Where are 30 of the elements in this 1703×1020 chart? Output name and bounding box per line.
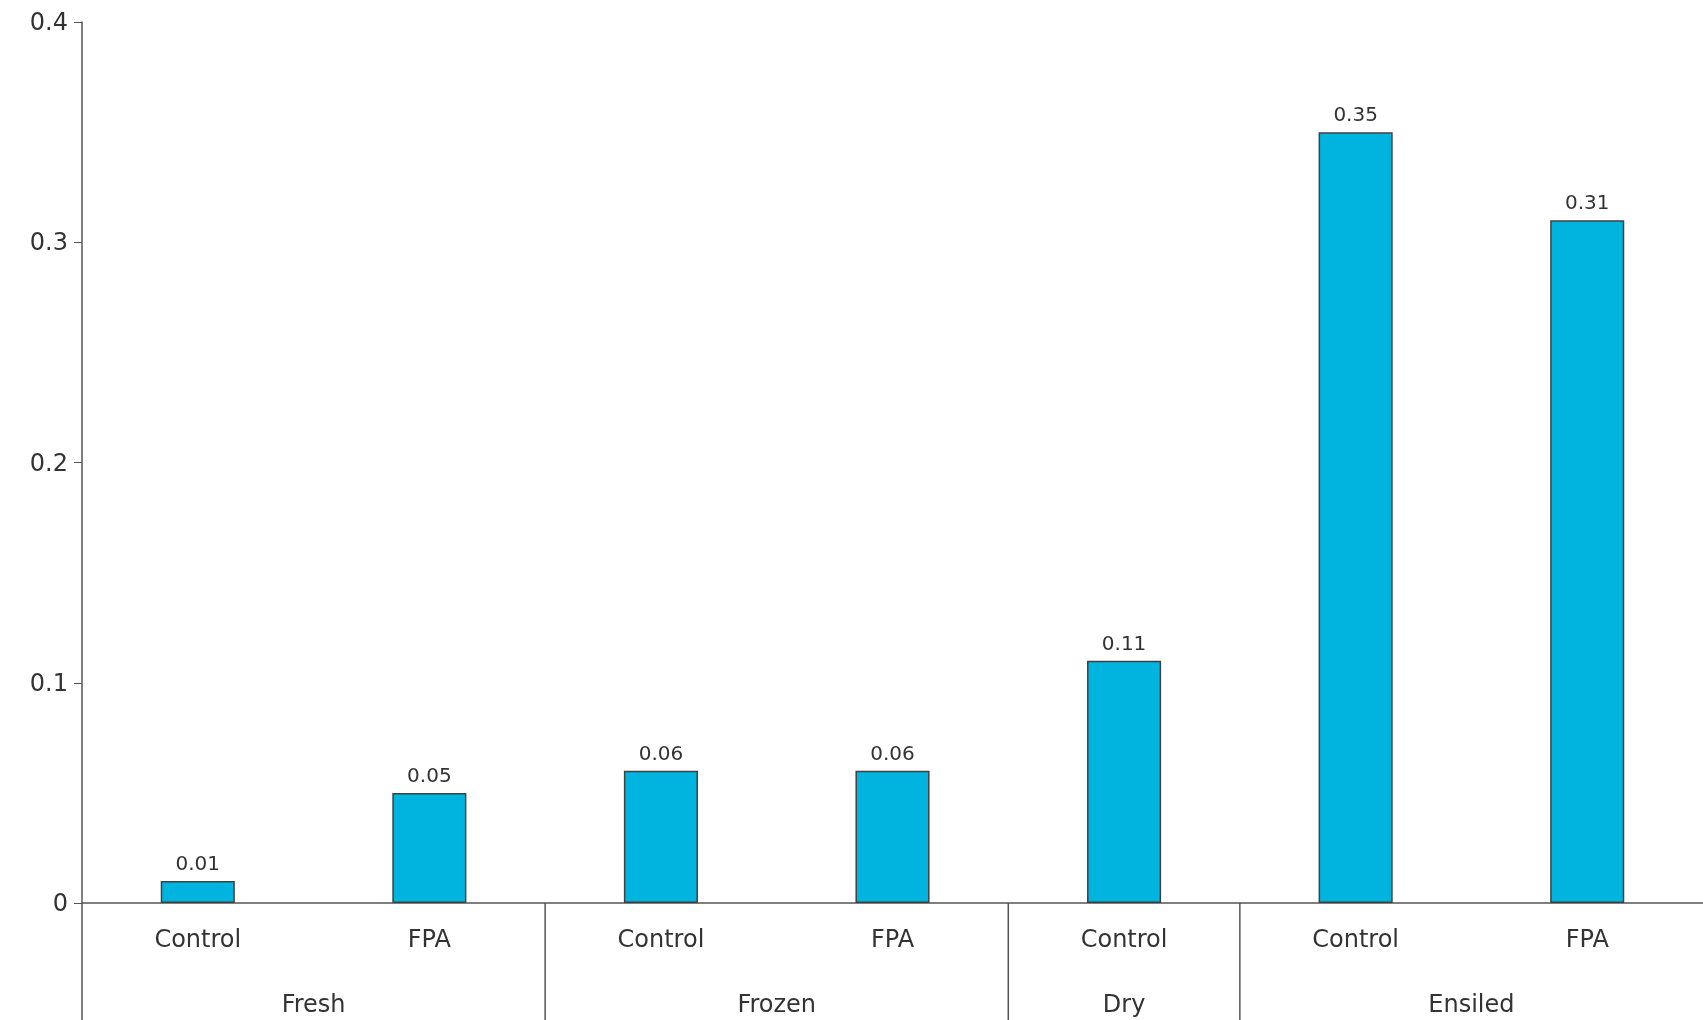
- data-label: 0.11: [1101, 630, 1147, 655]
- bar: [392, 792, 467, 903]
- bar: [1550, 220, 1625, 903]
- data-label: 0.01: [175, 850, 221, 875]
- data-label: 0.06: [638, 740, 684, 765]
- bar: [1318, 132, 1393, 903]
- bar: [160, 880, 235, 903]
- text: Ensiled: [1428, 990, 1515, 1018]
- x-tick-label: Control: [154, 925, 242, 953]
- x-tick-label: Control: [1080, 925, 1168, 953]
- data-label: 0.05: [407, 762, 452, 787]
- data-label: 0.31: [1564, 190, 1610, 215]
- x-tick-label: FPA: [1565, 925, 1610, 953]
- x-tick-label: FPA: [870, 925, 915, 953]
- text: Frozen: [737, 990, 817, 1018]
- text: Fresh: [281, 990, 346, 1018]
- bar: [855, 770, 930, 903]
- y-tick-label: 0.2: [29, 448, 68, 477]
- x-tick-label: Control: [1312, 925, 1400, 953]
- y-tick-label: 0.3: [29, 228, 68, 257]
- bar: [623, 770, 698, 903]
- bar: [1087, 660, 1162, 903]
- text: Dry: [1102, 990, 1146, 1018]
- x-tick-label: Control: [617, 925, 705, 953]
- data-label: 0.06: [870, 740, 915, 765]
- y-tick-label: 0.1: [29, 668, 68, 697]
- y-tick-label: 0: [52, 889, 68, 917]
- y-tick-label: 0.4: [29, 8, 68, 36]
- data-label: 0.35: [1333, 102, 1378, 127]
- x-tick-label: FPA: [407, 925, 452, 953]
